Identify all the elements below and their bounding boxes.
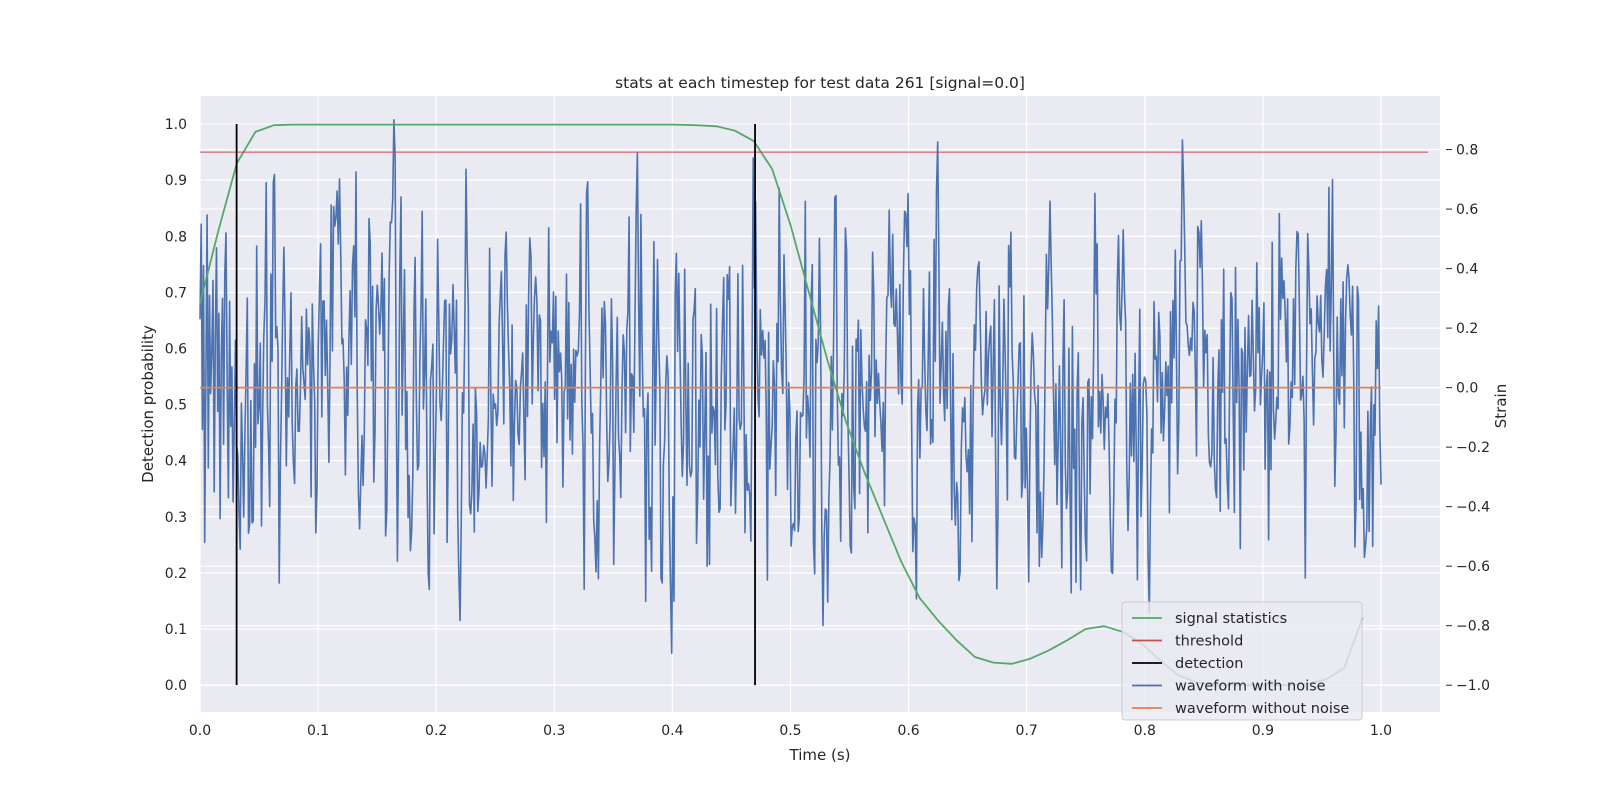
y2-tick-label: −0.6: [1456, 559, 1490, 575]
y2-tick-label: 0.6: [1456, 202, 1478, 218]
chart-title: stats at each timestep for test data 261…: [615, 74, 1025, 92]
y2-tick-label: −0.2: [1456, 440, 1490, 456]
x-tick-label: 0.0: [189, 723, 211, 739]
y-axis-left: 0.0 0.1 0.2 0.3 0.4 0.5 0.6 0.7 0.8 0.9 1.0: [165, 117, 187, 694]
x-axis-title: Time (s): [789, 746, 851, 764]
y-tick-label: 0.8: [165, 229, 187, 245]
x-tick-label: 0.3: [543, 723, 565, 739]
legend-label: signal statistics: [1175, 611, 1287, 627]
y2-tick-label: −0.4: [1456, 500, 1490, 516]
y2-axis-title: Strain: [1492, 384, 1510, 428]
y-tick-label: 0.4: [165, 454, 187, 470]
y-tick-label: 0.3: [165, 510, 187, 526]
waveform-with-noise-line: [199, 119, 1382, 655]
x-tick-label: 0.7: [1016, 723, 1038, 739]
y2-tick-label: 0.2: [1456, 321, 1478, 337]
y-tick-label: 0.2: [165, 566, 187, 582]
y-tick-label: 0.6: [165, 341, 187, 357]
y-axis-title: Detection probability: [139, 325, 157, 483]
x-tick-label: 1.0: [1370, 723, 1392, 739]
legend-label: threshold: [1175, 634, 1243, 650]
x-tick-label: 0.9: [1252, 723, 1274, 739]
y2-tick-label: 0.8: [1456, 143, 1478, 159]
y2-tick-label: −0.8: [1456, 619, 1490, 635]
y-axis-right: −1.0 −0.8 −0.6 −0.4 −0.2 0.0 0.2 0.4 0.6 0.8: [1446, 143, 1490, 694]
legend-label: detection: [1175, 656, 1243, 672]
x-tick-label: 0.1: [307, 723, 329, 739]
x-axis: 0.0 0.1 0.2 0.3 0.4 0.5 0.6 0.7 0.8 0.9 1.0: [189, 723, 1392, 739]
x-tick-label: 0.8: [1134, 723, 1156, 739]
y-tick-label: 0.1: [165, 622, 187, 638]
y-tick-label: 1.0: [165, 117, 187, 133]
y2-tick-label: 0.4: [1456, 262, 1478, 278]
y-tick-label: 0.0: [165, 678, 187, 694]
y2-tick-label: −1.0: [1456, 678, 1490, 694]
legend-label: waveform with noise: [1175, 679, 1326, 695]
x-tick-label: 0.6: [897, 723, 919, 739]
x-tick-label: 0.2: [425, 723, 447, 739]
y2-tick-label: 0.0: [1456, 381, 1478, 397]
legend: signal statistics threshold detection wavef…: [1121, 601, 1363, 721]
x-tick-label: 0.5: [779, 723, 801, 739]
legend-label: waveform without noise: [1175, 701, 1349, 717]
x-tick-label: 0.4: [661, 723, 683, 739]
y-tick-label: 0.5: [165, 398, 187, 414]
legend-box: [1121, 601, 1363, 721]
y-tick-label: 0.7: [165, 285, 187, 301]
y-tick-label: 0.9: [165, 173, 187, 189]
